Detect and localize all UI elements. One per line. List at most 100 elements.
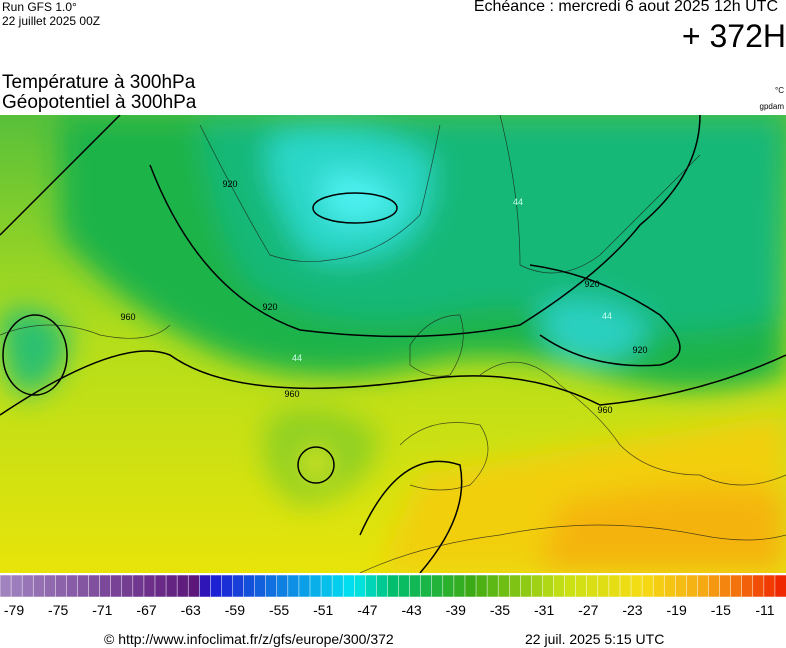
colorbar-cell: [387, 575, 400, 598]
temperature-field: [0, 115, 786, 573]
colorbar: -79 -75 -71 -67 -63 -59 -55 -51 -47 -43 -39 -35 -31 -…: [0, 575, 786, 618]
colorbar-tick-label: -31: [534, 602, 554, 618]
geopotential-contours: [0, 115, 786, 573]
colorbar-cell: [298, 575, 311, 598]
colorbar-cell: [10, 575, 23, 598]
colorbar-cell: [21, 575, 34, 598]
colorbar-tick-label: -51: [313, 602, 333, 618]
colorbar-cell: [686, 575, 699, 598]
colorbar-cell: [597, 575, 610, 598]
colorbar-cell: [508, 575, 522, 598]
contour-label: 920: [584, 279, 599, 289]
colorbar-tick-label: -71: [92, 602, 112, 618]
colorbar-cell: [630, 575, 643, 598]
colorbar-cell: [365, 575, 378, 598]
colorbar-cell: [88, 575, 101, 598]
colorbar-cell: [287, 575, 300, 598]
colorbar-cell: [553, 575, 566, 598]
colorbar-cell: [265, 575, 278, 598]
colorbar-tick-label: -55: [269, 602, 289, 618]
colorbar-cell: [520, 575, 533, 598]
source-url: © http://www.infoclimat.fr/z/gfs/europe/…: [104, 631, 394, 647]
colorbar-cell: [586, 575, 599, 598]
subtitle: Géopotentiel à 300hPa: [2, 92, 197, 113]
colorbar-cell: [176, 575, 189, 598]
colorbar-cell: [475, 575, 488, 598]
contour-label: 920: [632, 345, 647, 355]
colorbar-tick-label: -39: [446, 602, 466, 618]
colorbar-cell: [342, 575, 356, 598]
colorbar-cell: [763, 575, 776, 598]
colorbar-cell: [243, 575, 256, 598]
colorbar-cell: [331, 575, 344, 598]
colorbar-cell: [309, 575, 322, 598]
colorbar-cell: [121, 575, 134, 598]
colorbar-tick-label: -19: [667, 602, 687, 618]
colorbar-cell: [663, 575, 677, 598]
valid-time: Echéance : mercredi 6 aout 2025 12h UTC: [473, 0, 778, 15]
colorbar-cell: [210, 575, 223, 598]
colorbar-tick-label: -35: [490, 602, 510, 618]
unit: gpdam: [759, 102, 784, 111]
colorbar-cell: [730, 575, 743, 598]
colorbar-tick-label: -27: [578, 602, 598, 618]
colorbar-cell: [752, 575, 765, 598]
colorbar-cell: [55, 575, 68, 598]
colorbar-cell: [675, 575, 688, 598]
colorbar-cell: [575, 575, 588, 598]
colorbar-cell: [741, 575, 754, 598]
colorbar-cell: [486, 575, 499, 598]
colorbar-cell: [708, 575, 721, 598]
colorbar-cell: [542, 575, 555, 598]
contour-label: 960: [120, 312, 135, 322]
colorbar-tick-label: -67: [136, 602, 156, 618]
colorbar-cell: [354, 575, 367, 598]
colorbar-cell: [376, 575, 389, 598]
colorbar-cell: [44, 575, 57, 598]
colorbar-cell: [0, 575, 12, 598]
colorbar-cell: [221, 575, 234, 598]
isotherm-label: 44: [513, 197, 523, 207]
colorbar-cell: [409, 575, 422, 598]
colorbar-cell: [398, 575, 411, 598]
coastlines: [0, 115, 786, 573]
unit: °C: [775, 86, 784, 95]
colorbar-cell: [619, 575, 632, 598]
colorbar-cell: [320, 575, 333, 598]
colorbar-cell: [497, 575, 510, 598]
contour-label: 920: [262, 302, 277, 312]
colorbar-tick-label: -63: [181, 602, 201, 618]
colorbar-cell: [199, 575, 212, 598]
isotherm-label: 44: [292, 353, 302, 363]
colorbar-cell: [719, 575, 732, 598]
colorbar-tick-label: -23: [622, 602, 642, 618]
colorbar-cell: [99, 575, 112, 598]
colorbar-cell: [32, 575, 46, 598]
map: 920 920 920 920 960 960 960 44 44 44: [0, 115, 786, 573]
colorbar-cell: [187, 575, 201, 598]
issue-date: 22 juil. 2025 5:15 UTC: [525, 631, 665, 647]
colorbar-cell: [254, 575, 267, 598]
colorbar-tick-label: -79: [4, 602, 24, 618]
colorbar-cell: [276, 575, 289, 598]
lead-time: + 372H: [681, 18, 786, 54]
title: Température à 300hPa: [2, 72, 196, 93]
colorbar-cell: [132, 575, 145, 598]
colorbar-cell: [143, 575, 156, 598]
colorbar-tick-label: -59: [225, 602, 245, 618]
colorbar-cell: [431, 575, 444, 598]
colorbar-tick-label: -43: [401, 602, 421, 618]
colorbar-cell: [66, 575, 79, 598]
colorbar-cell: [420, 575, 433, 598]
colorbar-cell: [697, 575, 710, 598]
colorbar-cell: [564, 575, 577, 598]
colorbar-cell: [232, 575, 245, 598]
run-date: 22 juillet 2025 00Z: [2, 14, 101, 28]
colorbar-cell: [77, 575, 90, 598]
colorbar-cell: [453, 575, 466, 598]
contour-label: 960: [284, 389, 299, 399]
run: Run GFS 1.0°: [2, 0, 77, 14]
colorbar-cell: [464, 575, 477, 598]
colorbar-cell: [165, 575, 178, 598]
colorbar-cell: [774, 575, 786, 598]
